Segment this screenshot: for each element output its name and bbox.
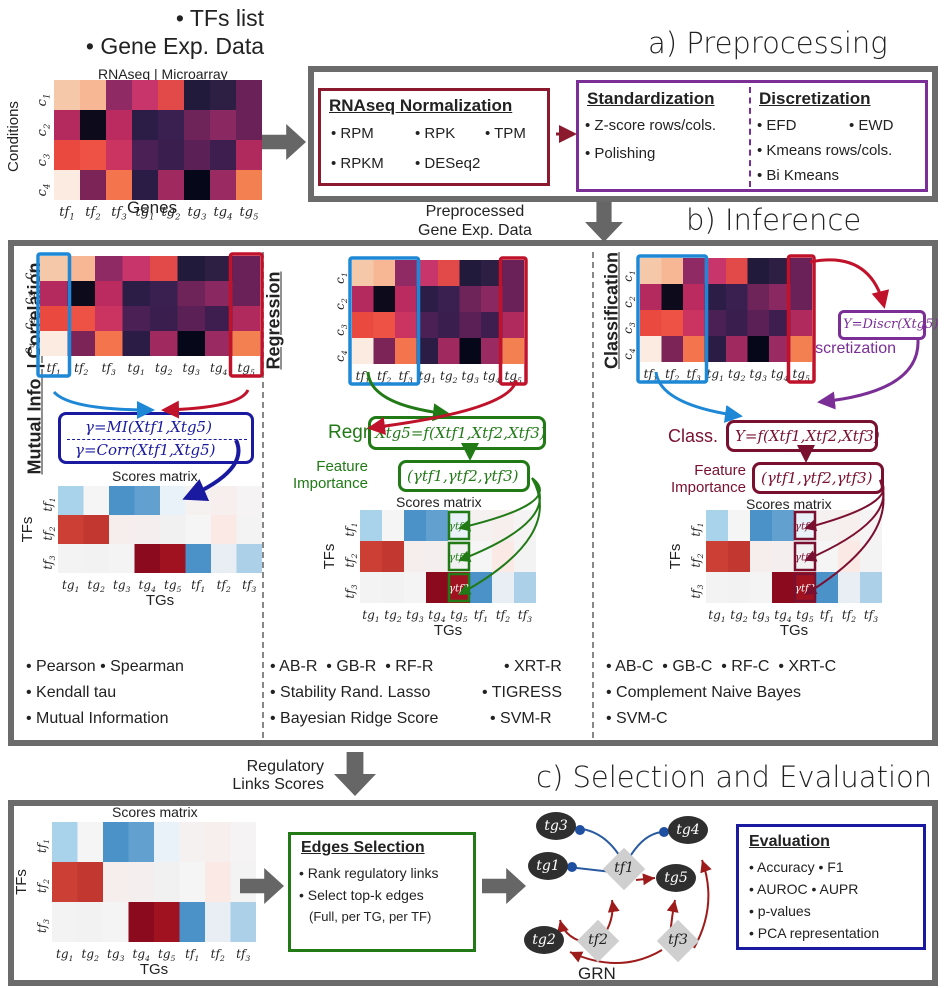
cls-methods: • AB-C • GB-C • RF-C • XRT-C • Complemen… bbox=[606, 654, 836, 732]
edges-title: Edges Selection bbox=[301, 839, 425, 856]
grn-node-tf2: tf2 bbox=[588, 932, 608, 948]
cls-discr: Y=Discr(Xtg5) bbox=[843, 317, 939, 332]
preprocessing-panel bbox=[308, 66, 938, 202]
reg-method-3: • Stability Rand. Lasso bbox=[270, 684, 431, 701]
eval-item-4: • PCA representation bbox=[749, 925, 880, 941]
norm-rpkm: • RPKM bbox=[331, 155, 384, 172]
mi-scores-label: Scores matrix bbox=[112, 468, 198, 484]
edges-box: Edges Selection • Rank regulatory links … bbox=[288, 832, 476, 952]
reg-label: Regr. bbox=[328, 422, 374, 443]
links-scores-label: Regulatory Links Scores bbox=[232, 758, 324, 793]
grn-node-tg4: tg4 bbox=[668, 816, 708, 844]
reg-method-6: • SVM-R bbox=[490, 710, 552, 727]
selection-panel bbox=[8, 800, 938, 986]
cls-label: Class. bbox=[668, 426, 719, 446]
disc-bikmeans: • Bi Kmeans bbox=[757, 167, 839, 184]
norm-deseq2: • DESeq2 bbox=[415, 155, 481, 172]
grn-node-tf1: tf1 bbox=[614, 860, 634, 876]
edges-item-1: • Rank regulatory links bbox=[299, 865, 439, 881]
preprocessed-label: Preprocessed Gene Exp. Data bbox=[418, 203, 532, 239]
edges-item-3: (Full, per TG, per TF) bbox=[309, 909, 432, 924]
mi-formula-1: γ=MI(Xtf1,Xtg5) bbox=[85, 418, 212, 436]
reg-method-2: • XRT-R bbox=[504, 658, 562, 675]
cls-method-2: • Complement Naive Bayes bbox=[606, 684, 802, 701]
eval-item-1: • Accuracy • F1 bbox=[749, 859, 844, 875]
discretization-title: Discretization bbox=[759, 89, 871, 108]
grn-node-tg2: tg2 bbox=[524, 926, 564, 954]
reg-fi-label: Feature Importance bbox=[292, 458, 368, 492]
genes-axis-label: Genes bbox=[127, 198, 178, 217]
section-c-title: c) Selection and Evaluation bbox=[536, 760, 933, 794]
norm-rpm: • RPM bbox=[331, 125, 374, 142]
normalization-title: RNAseq Normalization bbox=[329, 96, 513, 115]
input-item-gene-exp: • Gene Exp. Data bbox=[85, 33, 264, 59]
norm-tpm: • TPM bbox=[485, 125, 526, 142]
sel-scores-label: Scores matrix bbox=[112, 804, 198, 820]
std-polishing: • Polishing bbox=[585, 145, 656, 162]
inference-panel bbox=[8, 240, 938, 746]
eval-item-2: • AUROC • AUPR bbox=[749, 881, 859, 897]
standardization-title: Standardization bbox=[587, 89, 715, 108]
eval-item-3: • p-values bbox=[749, 903, 811, 919]
grn-label: GRN bbox=[578, 964, 616, 983]
section-a-title: a) Preprocessing bbox=[648, 26, 888, 60]
mi-method-2: • Kendall tau bbox=[26, 684, 117, 701]
disc-kmeans: • Kmeans rows/cols. bbox=[757, 142, 893, 159]
input-list: • TFs list • Gene Exp. Data bbox=[44, 4, 264, 60]
mi-methods: • Pearson • Spearman • Kendall tau • Mut… bbox=[26, 654, 184, 732]
edges-item-2: • Select top-k edges bbox=[299, 887, 424, 903]
eval-title: Evaluation bbox=[749, 833, 830, 850]
input-item-tfs: • TFs list bbox=[175, 5, 264, 31]
section-b-title: b) Inference bbox=[686, 203, 862, 237]
reg-method-4: • TIGRESS bbox=[482, 684, 562, 701]
mi-formula-divider bbox=[67, 439, 247, 440]
grn-node-tg5: tg5 bbox=[656, 864, 696, 892]
cls-method-3: • SVM-C bbox=[606, 710, 668, 727]
divider-2 bbox=[592, 252, 594, 738]
mi-method-3: • Mutual Information bbox=[26, 710, 169, 727]
eval-box: Evaluation • Accuracy • F1 • AUROC • AUP… bbox=[736, 824, 926, 950]
reg-method-5: • Bayesian Ridge Score bbox=[270, 710, 439, 727]
grn-node-tg1: tg1 bbox=[528, 852, 568, 880]
data-types-label: RNAseq | Microarray bbox=[98, 66, 228, 82]
grn-node-tf3: tf3 bbox=[668, 932, 688, 948]
disc-efd: • EFD bbox=[757, 117, 797, 134]
divider-1 bbox=[262, 252, 264, 738]
disc-ewd: • EWD bbox=[849, 117, 894, 134]
reg-method-1: • AB-R • GB-R • RF-R bbox=[270, 658, 434, 675]
mi-formula-2: γ=Corr(Xtf1,Xtg5) bbox=[75, 441, 216, 459]
cls-method-1: • AB-C • GB-C • RF-C • XRT-C bbox=[606, 658, 837, 675]
cls-fi-label: Feature Importance bbox=[670, 462, 746, 496]
std-zscore: • Z-score rows/cols. bbox=[585, 117, 717, 134]
cls-formula: Y=f(Xtf1,Xtf2,Xtf3) bbox=[735, 427, 880, 445]
cls-discr-box: Y=Discr(Xtg5) bbox=[838, 310, 938, 340]
mi-method-1: • Pearson • Spearman bbox=[26, 658, 184, 675]
grn-node-tg3: tg3 bbox=[536, 812, 576, 840]
std-disc-box: Standardization • Z-score rows/cols. • P… bbox=[576, 80, 928, 192]
norm-rpk: • RPK bbox=[415, 125, 456, 142]
normalization-box: RNAseq Normalization • RPM • RPK • TPM •… bbox=[318, 88, 550, 186]
std-disc-divider bbox=[749, 87, 751, 187]
